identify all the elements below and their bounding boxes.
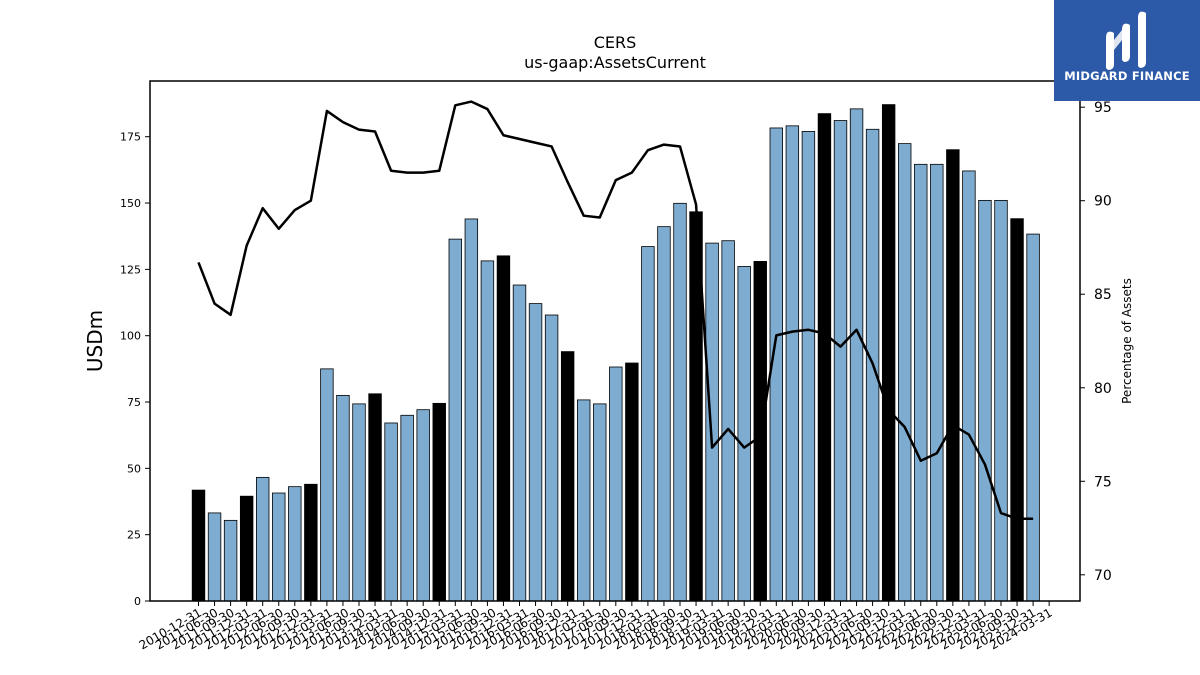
bar (849, 108, 864, 602)
y-axis-left: 0 25 50 75 100 125 150 175 (120, 131, 150, 608)
bar (721, 240, 735, 602)
bar (737, 266, 751, 602)
bar (577, 399, 591, 602)
bar (560, 351, 575, 602)
bar (207, 512, 222, 602)
bar (480, 260, 495, 602)
bar (1026, 233, 1040, 602)
x-axis: 2010-12-312011-06-302011-09-302011-12-31… (137, 601, 1055, 652)
bar (288, 486, 302, 602)
bar (432, 402, 446, 602)
y2-tick-label: 95 (1094, 100, 1112, 116)
y2-tick-label: 75 (1094, 474, 1112, 490)
bar (978, 199, 992, 602)
bar (448, 238, 463, 602)
bar (416, 409, 430, 602)
bar (223, 519, 238, 602)
bar (400, 414, 414, 602)
bar (304, 483, 318, 602)
bar (239, 495, 254, 602)
y-tick-label: 25 (127, 529, 141, 542)
bar (914, 163, 928, 602)
bar (801, 131, 816, 602)
bar (673, 202, 687, 602)
bar (705, 242, 719, 602)
y2-tick-label: 80 (1094, 381, 1112, 397)
bar (962, 170, 976, 602)
y-axis-label: USDm (83, 310, 107, 372)
bar (994, 199, 1008, 602)
bar (930, 163, 944, 602)
y-axis-right: 70 75 80 85 90 95 (1080, 100, 1112, 584)
logo-text: MIDGARD FINANCE (1064, 69, 1190, 83)
bar (512, 284, 527, 602)
y2-axis-label: Percentage of Assets (1120, 278, 1134, 404)
y-tick-label: 150 (120, 197, 141, 210)
pct-line (197, 100, 1034, 520)
bar (255, 476, 270, 602)
bar (657, 226, 671, 602)
y-tick-label: 125 (120, 263, 141, 276)
bar (352, 403, 366, 602)
y-tick-label: 175 (120, 131, 141, 144)
bar (320, 368, 334, 602)
bar (191, 489, 206, 602)
plot-frame (149, 80, 1081, 602)
bar (833, 120, 848, 602)
bar (641, 246, 655, 602)
bar (336, 394, 350, 602)
bar (496, 255, 511, 602)
bar (625, 362, 639, 602)
midgard-logo-icon (1106, 11, 1146, 71)
bar (528, 303, 543, 602)
bar (881, 104, 896, 602)
bar (368, 393, 382, 602)
line-series (197, 100, 1034, 520)
bar (785, 125, 800, 602)
bar (609, 366, 623, 602)
bar (272, 492, 286, 602)
y-tick-label: 75 (127, 396, 141, 409)
bar (817, 113, 832, 602)
chart-title: CERS (594, 33, 637, 52)
bar (898, 143, 912, 602)
bar (946, 149, 960, 602)
y2-tick-label: 70 (1094, 568, 1112, 584)
y-tick-label: 50 (127, 462, 141, 475)
y2-tick-label: 85 (1094, 287, 1112, 303)
bar (1010, 218, 1024, 602)
bar (464, 218, 479, 602)
brand-logo: MIDGARD FINANCE (1054, 0, 1200, 101)
y-tick-label: 0 (134, 595, 141, 608)
chart-subtitle: us-gaap:AssetsCurrent (524, 53, 706, 72)
bar (384, 422, 398, 602)
y-tick-label: 100 (120, 330, 141, 343)
y2-tick-label: 90 (1094, 194, 1112, 210)
bar (544, 314, 559, 602)
bar (593, 403, 607, 602)
